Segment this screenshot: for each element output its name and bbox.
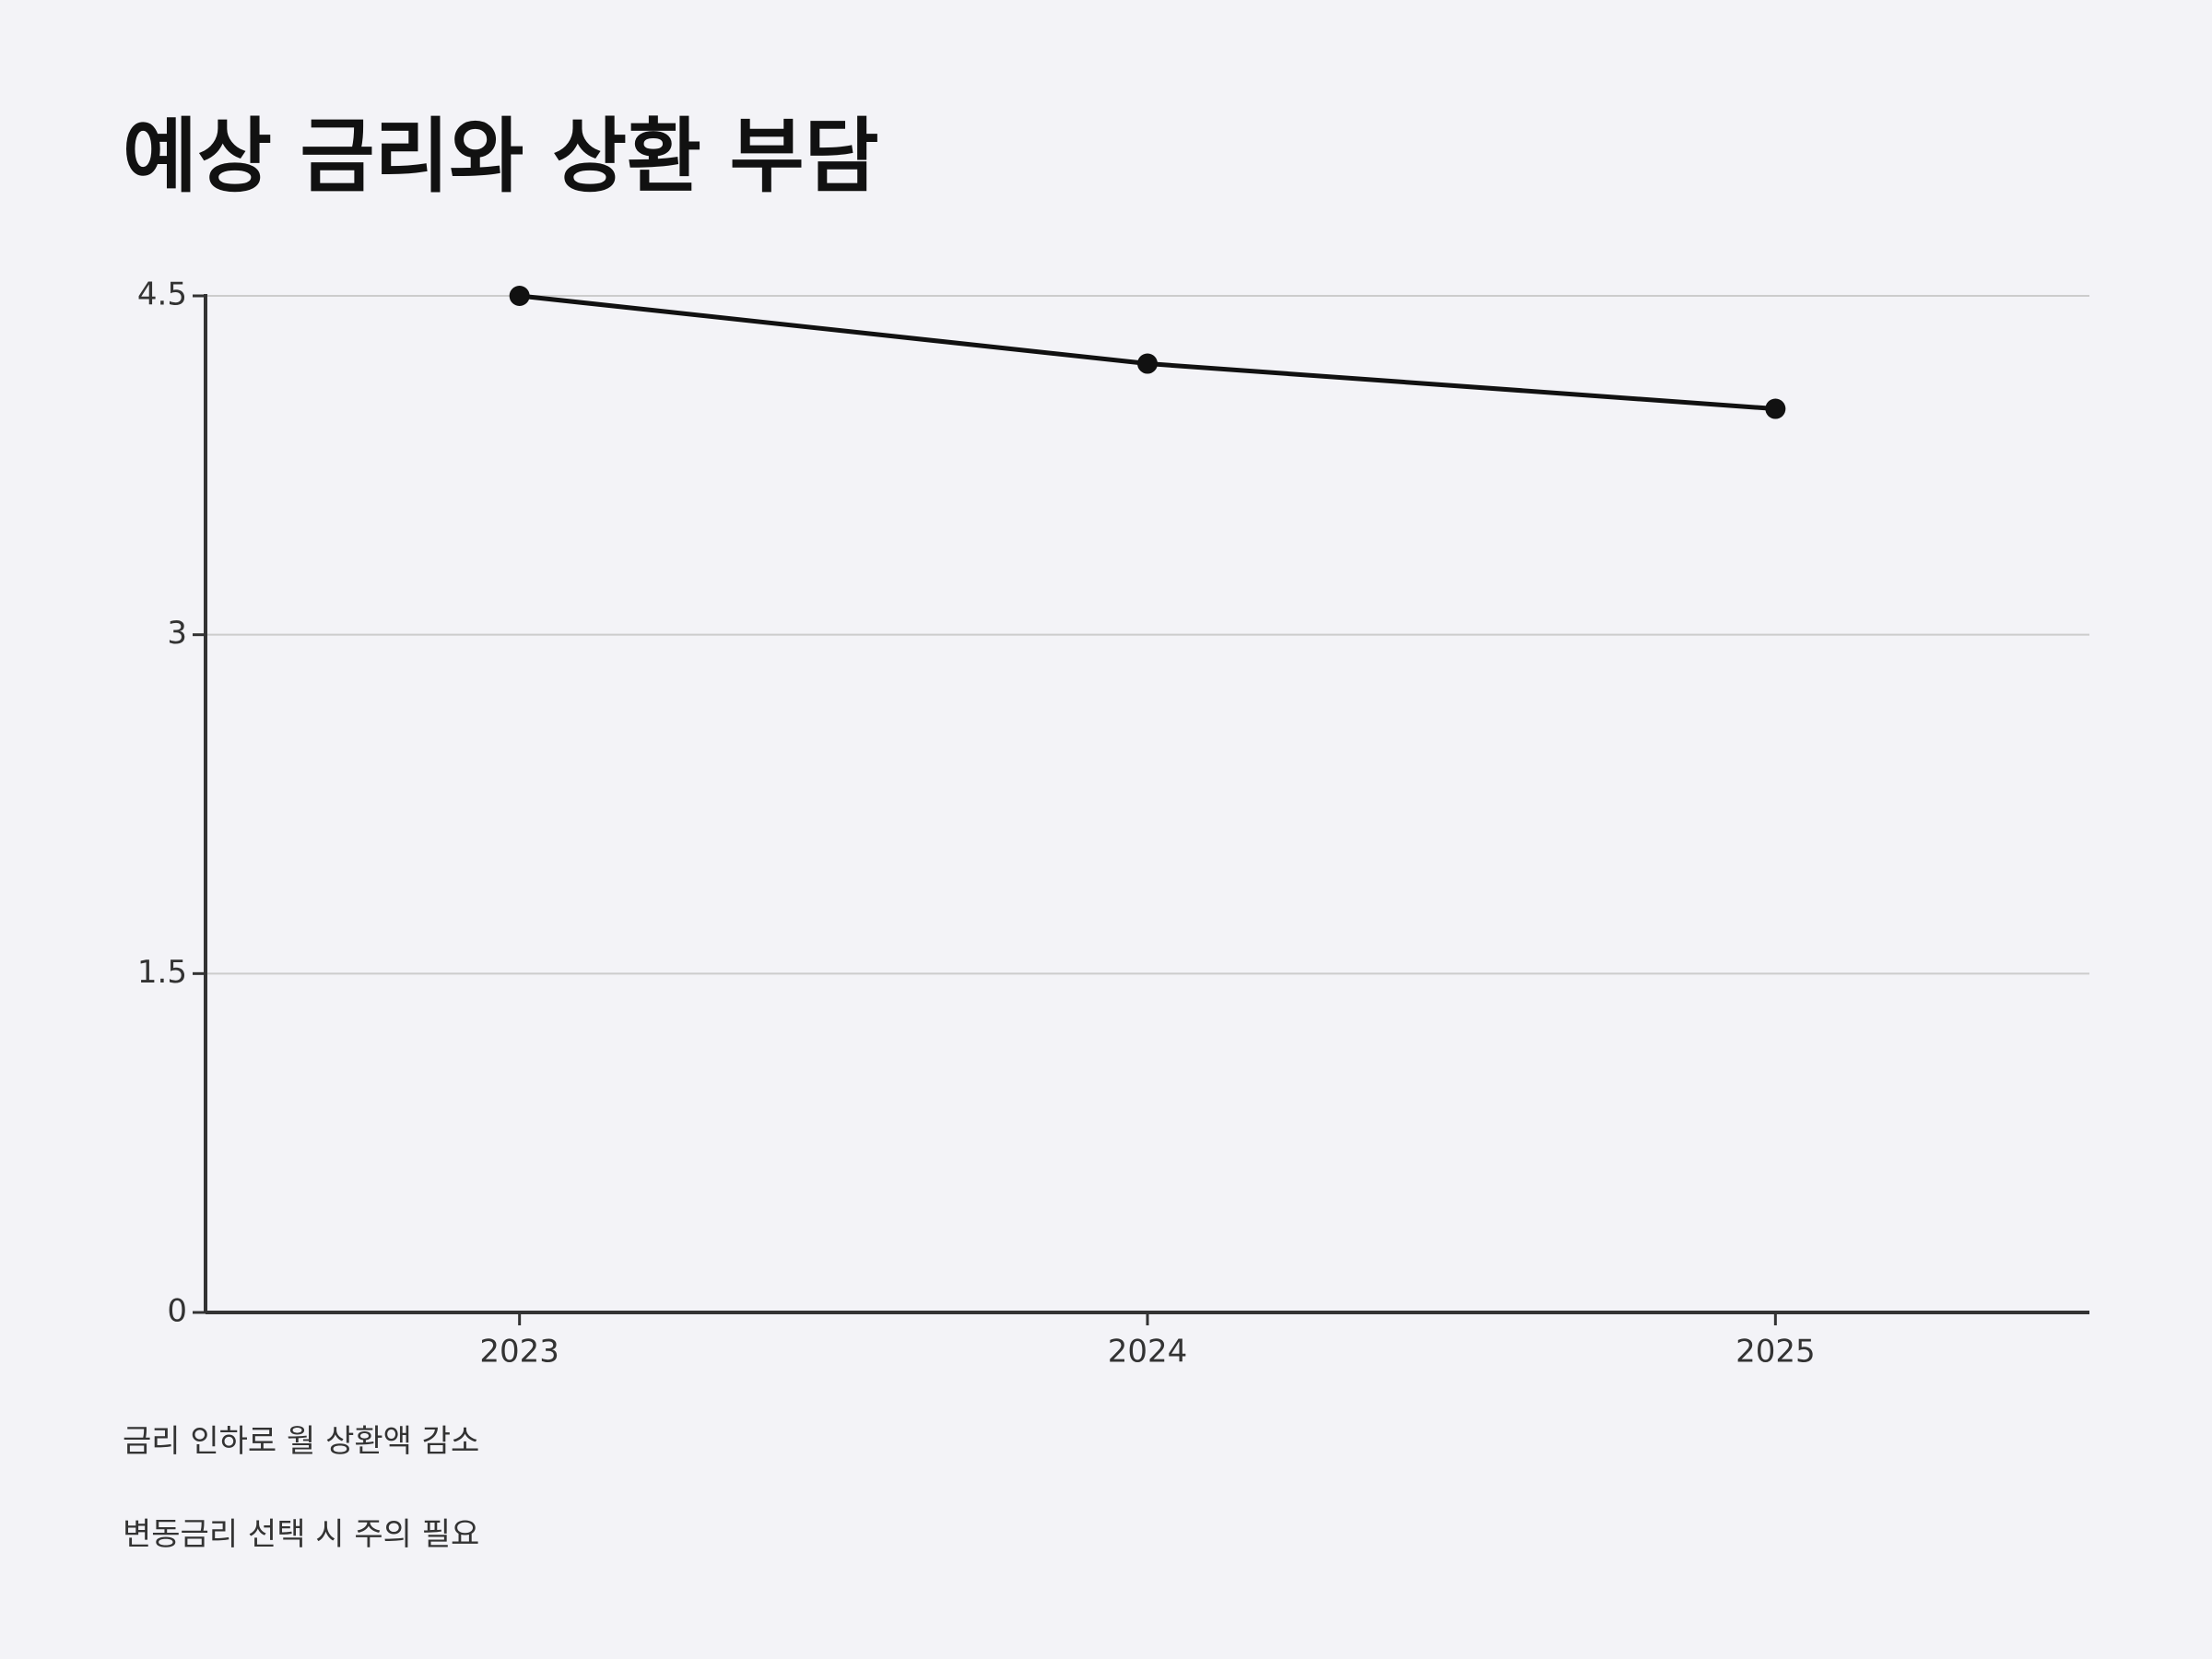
point — [1765, 398, 1786, 419]
point — [1137, 353, 1158, 374]
x-tick-label: 2024 — [1108, 1334, 1188, 1371]
note: 금리 인하로 월 상환액 감소 — [123, 1423, 479, 1460]
y-tick-label: 3 — [167, 615, 187, 652]
point — [509, 286, 530, 306]
y-tick-label: 0 — [167, 1293, 187, 1330]
y-tick-label: 1.5 — [137, 954, 187, 991]
x-tick-label: 2025 — [1735, 1334, 1816, 1371]
y-tick-label: 4.5 — [137, 276, 187, 313]
chart-title: 예상 금리와 상환 부담 — [123, 109, 879, 204]
line — [519, 293, 1776, 412]
x-tick-label: 2023 — [479, 1334, 559, 1371]
note: 변동금리 선택 시 주의 필요 — [123, 1516, 479, 1553]
